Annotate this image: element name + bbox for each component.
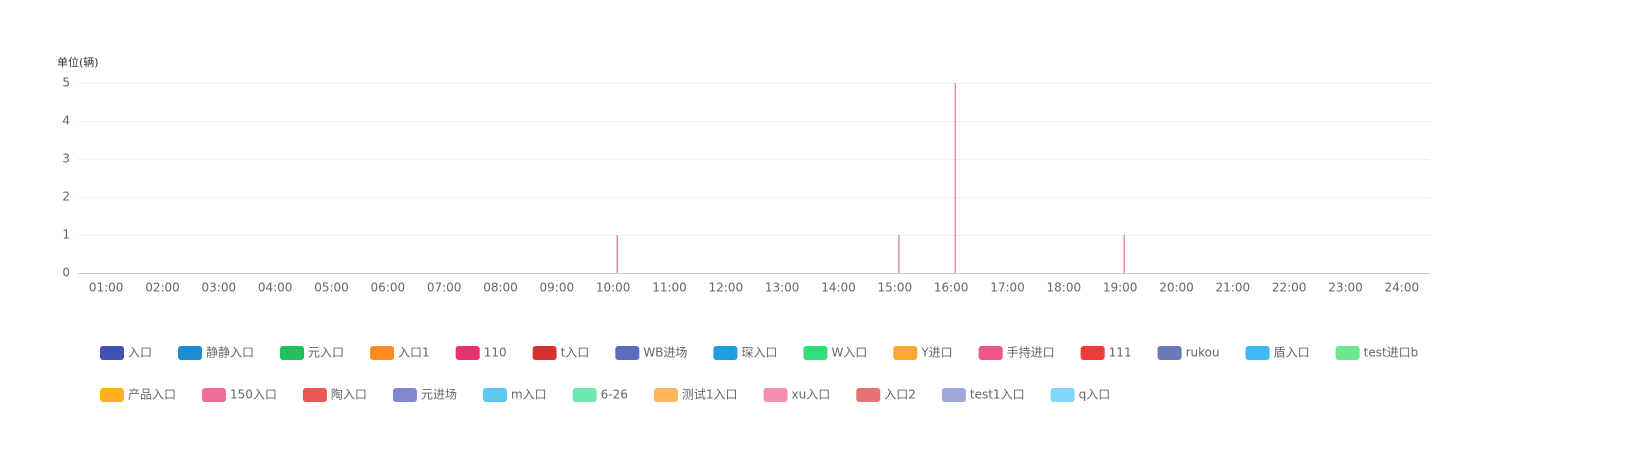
x-tick-label: 13:00 [765,281,800,295]
legend-label: 测试1入口 [682,387,738,402]
legend-label: test1入口 [970,388,1025,402]
legend-swatch [455,346,480,360]
x-tick-label: 18:00 [1047,281,1082,295]
legend-swatch [1050,388,1075,402]
legend-label: 入口 [128,346,152,360]
legend-swatch [893,346,918,360]
legend-swatch [100,388,124,402]
legend-label: 入口1 [398,346,430,360]
x-tick-label: 21:00 [1216,281,1251,295]
legend-label: 150入口 [230,388,277,402]
x-tick-label: 14:00 [821,281,856,295]
legend-label: m入口 [511,388,547,402]
x-tick-label: 10:00 [596,281,631,295]
legend-swatch [100,346,124,360]
legend-label: xu入口 [792,388,831,402]
y-tick-label: 5 [62,76,70,90]
x-tick-label: 01:00 [89,281,124,295]
x-tick-label: 03:00 [202,281,237,295]
legend-swatch [1245,346,1270,360]
legend-swatch [803,346,828,360]
x-tick-label: 15:00 [878,281,913,295]
legend-label: WB进场 [643,346,687,360]
y-tick-label: 0 [62,266,70,280]
legend-swatch [202,388,227,402]
x-tick-label: 12:00 [709,281,744,295]
y-unit-label: 单位(辆) [57,55,99,69]
x-tick-label: 19:00 [1103,281,1138,295]
legend-swatch [532,346,557,360]
x-tick-label: 07:00 [427,281,462,295]
legend-swatch [392,388,417,402]
legend-label: 盾入口 [1274,346,1310,360]
legend-label: 产品入口 [128,388,176,402]
legend-swatch [302,388,327,402]
legend-swatch [713,346,738,360]
y-tick-label: 1 [62,228,70,242]
legend-label: rukou [1186,346,1220,360]
legend-swatch [856,388,881,402]
x-tick-label: 20:00 [1159,281,1194,295]
bar [898,235,900,273]
x-tick-label: 16:00 [934,281,969,295]
legend-swatch [1157,346,1182,360]
legend-label: 元进场 [421,388,457,402]
legend-label: 111 [1109,346,1132,360]
y-tick-label: 3 [62,152,70,166]
x-tick-label: 02:00 [145,281,180,295]
bar [616,235,618,273]
legend-label: 静静入口 [206,346,254,360]
legend-label: Y进口 [920,346,952,360]
x-tick-label: 22:00 [1272,281,1307,295]
legend-label: 琛入口 [741,346,777,360]
x-tick-label: 23:00 [1328,281,1363,295]
legend-label: 110 [484,346,507,360]
legend: 入口 静静入口 元入口 入口1 110 t入口 WB进场 琛入口 W入口 Y进口 手持进口 111 ru… [100,345,1419,402]
x-tick-label: 17:00 [990,281,1025,295]
bar [954,83,956,273]
x-tick-label: 05:00 [314,281,349,295]
legend-swatch [178,346,203,360]
legend-swatch [370,346,395,360]
legend-label: t入口 [561,346,590,360]
legend-label: 入口2 [884,388,916,402]
x-tick-label: 24:00 [1385,281,1420,295]
legend-label: 元入口 [308,346,344,360]
x-tick-label: 06:00 [371,281,406,295]
legend-swatch [978,346,1003,360]
legend-label: q入口 [1079,388,1111,402]
legend-swatch [280,346,305,360]
y-tick-label: 2 [62,190,70,204]
legend-label: 手持进口 [1007,345,1055,360]
x-tick-label: 08:00 [483,281,518,295]
x-tick-label: 11:00 [652,281,687,295]
legend-label: 6-26 [601,388,628,402]
x-tick-label: 09:00 [540,281,575,295]
y-tick-label: 4 [62,114,70,128]
legend-swatch [615,346,640,360]
legend-swatch [763,388,788,402]
legend-swatch [572,388,597,402]
bar [1123,235,1125,273]
legend-swatch [1080,346,1105,360]
legend-swatch [941,388,966,402]
legend-swatch [653,388,678,402]
legend-swatch [482,388,507,402]
legend-label: W入口 [831,346,867,360]
x-tick-label: 04:00 [258,281,293,295]
legend-swatch [1335,346,1360,360]
legend-label: test进口b [1364,346,1419,360]
legend-label: 陶入口 [331,387,367,402]
